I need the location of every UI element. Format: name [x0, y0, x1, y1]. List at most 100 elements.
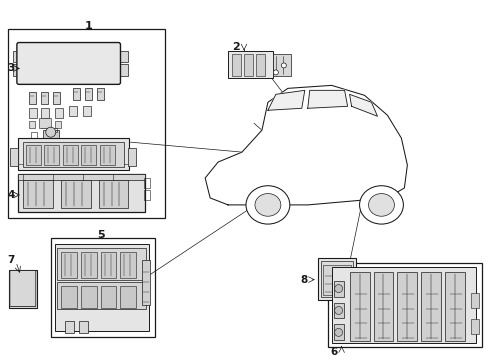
Bar: [142, 260, 150, 305]
Circle shape: [273, 70, 278, 75]
Bar: [44, 145, 59, 165]
Bar: [81, 285, 96, 307]
Bar: [373, 272, 393, 341]
Bar: [9, 270, 37, 307]
Bar: [41, 121, 47, 128]
Polygon shape: [205, 85, 407, 205]
Bar: [272, 54, 290, 76]
Bar: [61, 252, 77, 278]
Bar: [64, 321, 74, 333]
Bar: [333, 280, 343, 297]
Bar: [8, 28, 165, 218]
Bar: [120, 285, 136, 307]
Ellipse shape: [359, 186, 403, 224]
Text: 3: 3: [7, 63, 15, 73]
Bar: [128, 148, 136, 166]
Bar: [62, 54, 71, 76]
Circle shape: [281, 63, 286, 68]
Bar: [23, 142, 124, 167]
Circle shape: [334, 328, 342, 336]
Bar: [61, 180, 90, 208]
Bar: [81, 252, 96, 278]
Bar: [23, 180, 53, 208]
Bar: [397, 272, 416, 341]
Bar: [81, 145, 96, 165]
Bar: [39, 54, 47, 76]
Bar: [97, 54, 106, 76]
Polygon shape: [267, 90, 304, 110]
Bar: [101, 252, 116, 278]
Bar: [349, 272, 369, 341]
Bar: [13, 50, 19, 62]
Bar: [232, 54, 241, 76]
Bar: [99, 180, 128, 208]
Bar: [53, 128, 57, 132]
Ellipse shape: [368, 194, 394, 216]
Bar: [320, 261, 352, 297]
Circle shape: [334, 306, 342, 315]
Bar: [55, 244, 149, 332]
Bar: [55, 108, 62, 118]
Bar: [96, 88, 103, 100]
Bar: [50, 54, 59, 76]
Bar: [39, 118, 51, 128]
Polygon shape: [307, 90, 347, 108]
Bar: [333, 302, 343, 319]
Ellipse shape: [254, 194, 280, 216]
Bar: [26, 145, 41, 165]
Bar: [100, 145, 114, 165]
Bar: [73, 88, 80, 100]
Text: 1: 1: [84, 21, 92, 31]
Text: 4: 4: [7, 190, 15, 200]
Bar: [101, 285, 116, 307]
Polygon shape: [349, 94, 377, 116]
Bar: [84, 88, 91, 100]
Bar: [11, 272, 35, 306]
Bar: [27, 54, 36, 76]
Bar: [61, 285, 77, 307]
Bar: [68, 106, 77, 116]
Bar: [57, 248, 146, 280]
Bar: [244, 54, 252, 76]
Bar: [144, 178, 150, 188]
Bar: [57, 282, 146, 310]
Bar: [13, 64, 19, 76]
Text: 6: 6: [329, 347, 337, 357]
Text: 7: 7: [7, 255, 15, 265]
FancyBboxPatch shape: [17, 42, 120, 84]
Bar: [120, 252, 136, 278]
Bar: [51, 238, 155, 337]
Circle shape: [334, 285, 342, 293]
Bar: [421, 272, 440, 341]
Bar: [327, 263, 481, 347]
Text: 5: 5: [97, 230, 104, 240]
Bar: [41, 108, 49, 118]
Text: 2: 2: [232, 41, 240, 51]
Bar: [74, 54, 82, 76]
Bar: [470, 293, 478, 307]
Bar: [331, 267, 475, 343]
Bar: [470, 319, 478, 334]
Bar: [255, 54, 264, 76]
Bar: [79, 321, 87, 333]
Bar: [18, 174, 145, 212]
Bar: [41, 92, 48, 104]
Bar: [29, 92, 36, 104]
Bar: [18, 174, 145, 180]
Bar: [53, 92, 60, 104]
Bar: [333, 324, 343, 340]
Bar: [23, 50, 113, 78]
Bar: [29, 121, 35, 128]
Ellipse shape: [245, 186, 289, 224]
Bar: [10, 148, 18, 166]
FancyBboxPatch shape: [10, 271, 36, 306]
Circle shape: [46, 127, 56, 137]
Bar: [118, 64, 128, 76]
Bar: [227, 50, 272, 78]
Bar: [42, 130, 59, 138]
Bar: [18, 138, 129, 170]
Text: 8: 8: [300, 275, 307, 285]
Bar: [322, 265, 350, 294]
Bar: [118, 50, 128, 62]
Bar: [29, 108, 37, 118]
